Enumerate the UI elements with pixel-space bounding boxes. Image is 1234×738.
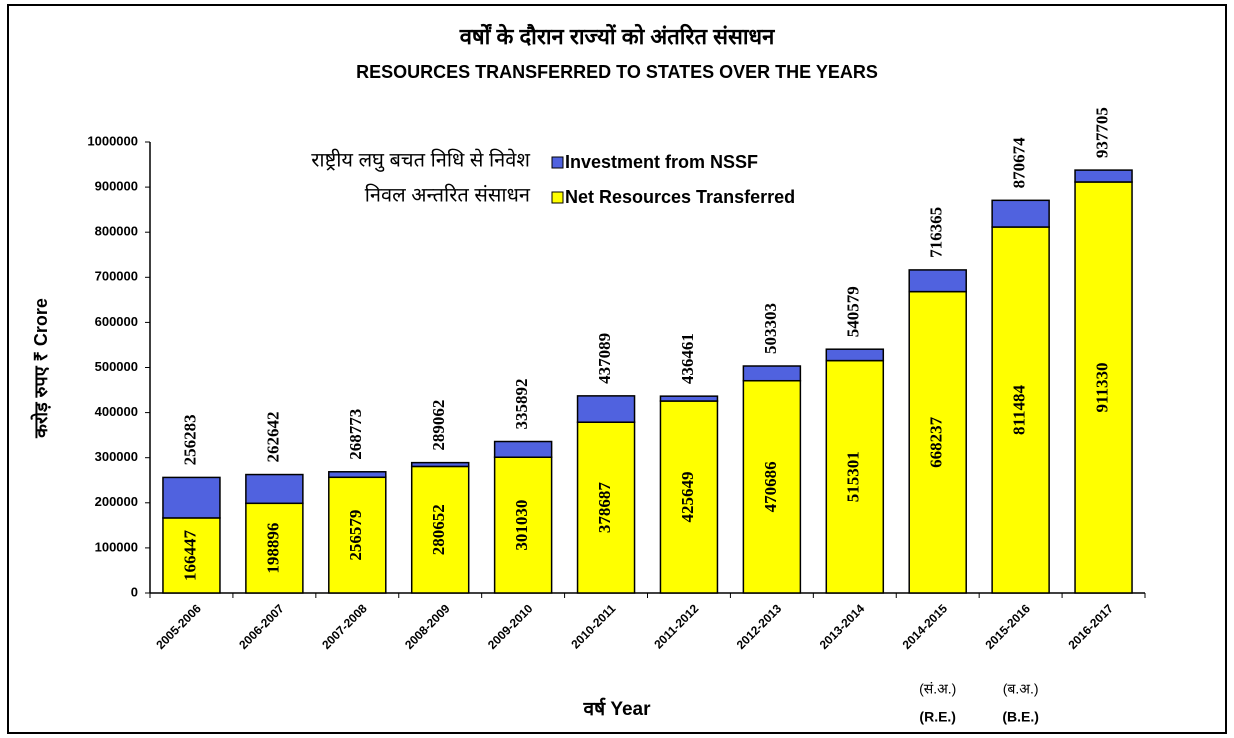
bar-segment: [410, 465, 470, 594]
bar-value-label: 668237: [927, 416, 946, 468]
y-tick-label: 600000: [95, 314, 138, 329]
x-tick-label: 2014-2015: [900, 601, 951, 652]
x-tick-label: 2006-2007: [236, 601, 287, 652]
total-label: 289062: [429, 400, 448, 451]
bar-value-label: 301030: [512, 500, 531, 551]
frame: [7, 4, 1227, 734]
bar-segment: [576, 421, 636, 594]
y-tick-label: 700000: [95, 269, 138, 284]
legend-label-hindi: निवल अन्तरित संसाधन: [365, 183, 531, 206]
bar-segment: [162, 476, 221, 519]
total-label: 268773: [346, 409, 365, 460]
total-label: 256283: [180, 414, 199, 465]
bar-segment: [328, 471, 387, 479]
bar-segment: [576, 395, 636, 423]
x-tick-label: 2009-2010: [485, 601, 536, 652]
total-label: 540579: [844, 286, 863, 337]
legend-swatch: [551, 156, 564, 169]
legend-label: Investment from NSSF: [565, 152, 758, 172]
bar-value-label: 811484: [1010, 384, 1029, 435]
x-tick-label: 2010-2011: [568, 601, 618, 651]
bar-value-label: 256579: [346, 510, 365, 561]
bar-value-label: 166447: [180, 529, 199, 581]
bar-segment: [742, 379, 802, 594]
bar-segment: [1074, 181, 1133, 594]
legend-swatch: [551, 191, 564, 204]
bar-value-label: 515301: [844, 451, 863, 502]
total-label: 937705: [1092, 107, 1111, 158]
bar-segment: [742, 365, 802, 382]
y-tick-label: 500000: [95, 359, 138, 374]
y-tick-label: 800000: [95, 224, 138, 239]
bar-value-label: 280652: [429, 504, 448, 555]
annotation-hindi: (ब.अ.): [1003, 681, 1039, 697]
y-tick-label: 400000: [95, 404, 138, 419]
bar-segment: [908, 269, 967, 293]
annotation: (B.E.): [1002, 709, 1039, 725]
total-label: 870674: [1010, 137, 1029, 189]
y-tick-label: 1000000: [87, 133, 138, 148]
y-tick-label: 200000: [95, 494, 138, 509]
bar-segment: [1074, 169, 1133, 183]
bar-value-label: 911330: [1092, 362, 1111, 412]
x-tick-label: 2015-2016: [983, 601, 1034, 652]
bar-value-label: 470686: [761, 461, 780, 512]
total-label: 262642: [263, 412, 282, 463]
annotation-hindi: (सं.अ.): [919, 681, 956, 697]
x-tick-label: 2013-2014: [817, 601, 868, 652]
total-label: 437089: [595, 333, 614, 384]
x-tick-label: 2005-2006: [153, 601, 204, 652]
bar-value-label: 198896: [263, 523, 282, 574]
annotation: (R.E.): [919, 709, 956, 725]
y-axis-label: करोड़ रुपए ₹ Crore: [30, 298, 51, 439]
legend-label-hindi: राष्ट्रीय लघु बचत निधि से निवेश: [311, 148, 530, 172]
bar-segment: [410, 461, 470, 468]
bar-segment: [245, 502, 304, 594]
bar-segment: [825, 348, 885, 362]
bar-segment: [162, 517, 221, 594]
chart-title-hindi: वर्षों के दौरान राज्यों को अंतरित संसाधन: [459, 23, 775, 49]
bar-segment: [659, 395, 719, 402]
bar-segment: [991, 199, 1050, 228]
bar-segment: [493, 456, 553, 594]
bar-segment: [659, 400, 719, 594]
total-label: 503303: [761, 303, 780, 354]
legend-label: Net Resources Transferred: [565, 187, 795, 207]
bar-value-label: 378687: [595, 482, 614, 534]
bar-segment: [825, 359, 885, 594]
x-tick-label: 2007-2008: [319, 601, 370, 652]
bar-segment: [493, 440, 553, 458]
total-label: 716365: [927, 207, 946, 258]
y-tick-label: 900000: [95, 179, 138, 194]
x-tick-label: 2016-2017: [1065, 601, 1116, 652]
chart-title: RESOURCES TRANSFERRED TO STATES OVER THE…: [356, 62, 878, 82]
total-label: 335892: [512, 379, 531, 430]
x-tick-label: 2008-2009: [402, 601, 453, 652]
x-axis-label: वर्ष Year: [583, 697, 652, 720]
x-tick-label: 2011-2012: [651, 601, 701, 651]
y-tick-label: 100000: [95, 539, 138, 554]
x-tick-label: 2012-2013: [734, 601, 785, 652]
y-tick-label: 300000: [95, 449, 138, 464]
bar-segment: [245, 473, 304, 505]
bar-value-label: 425649: [678, 472, 697, 523]
bar-segment: [328, 476, 387, 594]
total-label: 436461: [678, 333, 697, 384]
y-tick-label: 0: [131, 584, 138, 599]
